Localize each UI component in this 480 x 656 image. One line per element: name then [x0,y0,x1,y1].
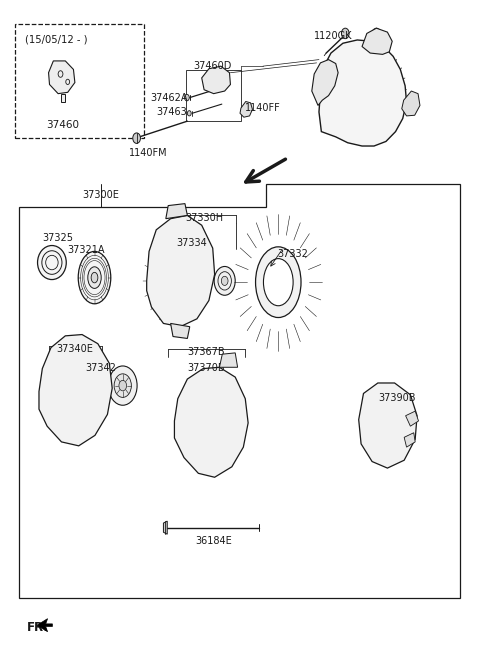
Polygon shape [170,323,190,338]
Polygon shape [404,433,415,447]
Circle shape [214,266,235,295]
Text: 37462A: 37462A [150,93,187,103]
Circle shape [187,111,191,116]
Polygon shape [359,383,417,468]
Polygon shape [39,335,112,446]
Polygon shape [166,203,187,218]
Text: 1140FF: 1140FF [245,103,280,113]
Circle shape [133,133,141,144]
Polygon shape [163,521,167,534]
Text: 1140FM: 1140FM [129,148,168,158]
Polygon shape [312,60,338,106]
Polygon shape [219,353,238,367]
Circle shape [373,81,384,97]
Polygon shape [48,61,75,94]
Text: 37460: 37460 [47,121,79,131]
Text: 37460D: 37460D [193,61,231,71]
Text: (15/05/12 - ): (15/05/12 - ) [24,35,87,45]
Text: 37321A: 37321A [67,245,105,255]
Text: 37340E: 37340E [57,344,93,354]
Ellipse shape [91,272,98,283]
Circle shape [114,374,132,398]
Text: 37463: 37463 [156,107,187,117]
Text: FR.: FR. [27,621,49,634]
Polygon shape [240,102,252,117]
Ellipse shape [78,251,111,304]
Text: 37367B: 37367B [188,348,225,358]
Bar [15,24,144,138]
Polygon shape [406,411,419,426]
Text: 37390B: 37390B [379,394,416,403]
Text: 37342: 37342 [86,363,117,373]
Circle shape [199,413,218,440]
Polygon shape [319,40,407,146]
Circle shape [170,274,180,287]
Circle shape [57,370,93,420]
Circle shape [108,366,137,405]
Text: 1120GK: 1120GK [314,31,353,41]
Ellipse shape [255,247,301,318]
Polygon shape [37,619,52,632]
Polygon shape [402,91,420,116]
Text: 37300E: 37300E [83,190,120,199]
Circle shape [221,276,228,285]
Ellipse shape [37,245,66,279]
Text: 37325: 37325 [43,233,73,243]
Text: 36184E: 36184E [195,535,232,546]
Circle shape [65,382,84,408]
Polygon shape [60,94,65,102]
Text: 37330H: 37330H [185,213,223,223]
Circle shape [184,94,189,101]
Text: 37334: 37334 [177,238,207,248]
Polygon shape [174,367,248,478]
Ellipse shape [264,258,293,306]
Circle shape [360,63,398,115]
Circle shape [191,401,227,451]
Text: 37370B: 37370B [188,363,225,373]
Polygon shape [362,28,392,54]
Circle shape [119,380,127,391]
Polygon shape [202,66,230,94]
Bar [186,70,241,121]
Text: 37332: 37332 [277,249,308,259]
Circle shape [372,407,403,449]
Circle shape [165,266,186,295]
Circle shape [341,28,349,39]
Polygon shape [147,215,215,327]
Ellipse shape [88,267,101,289]
